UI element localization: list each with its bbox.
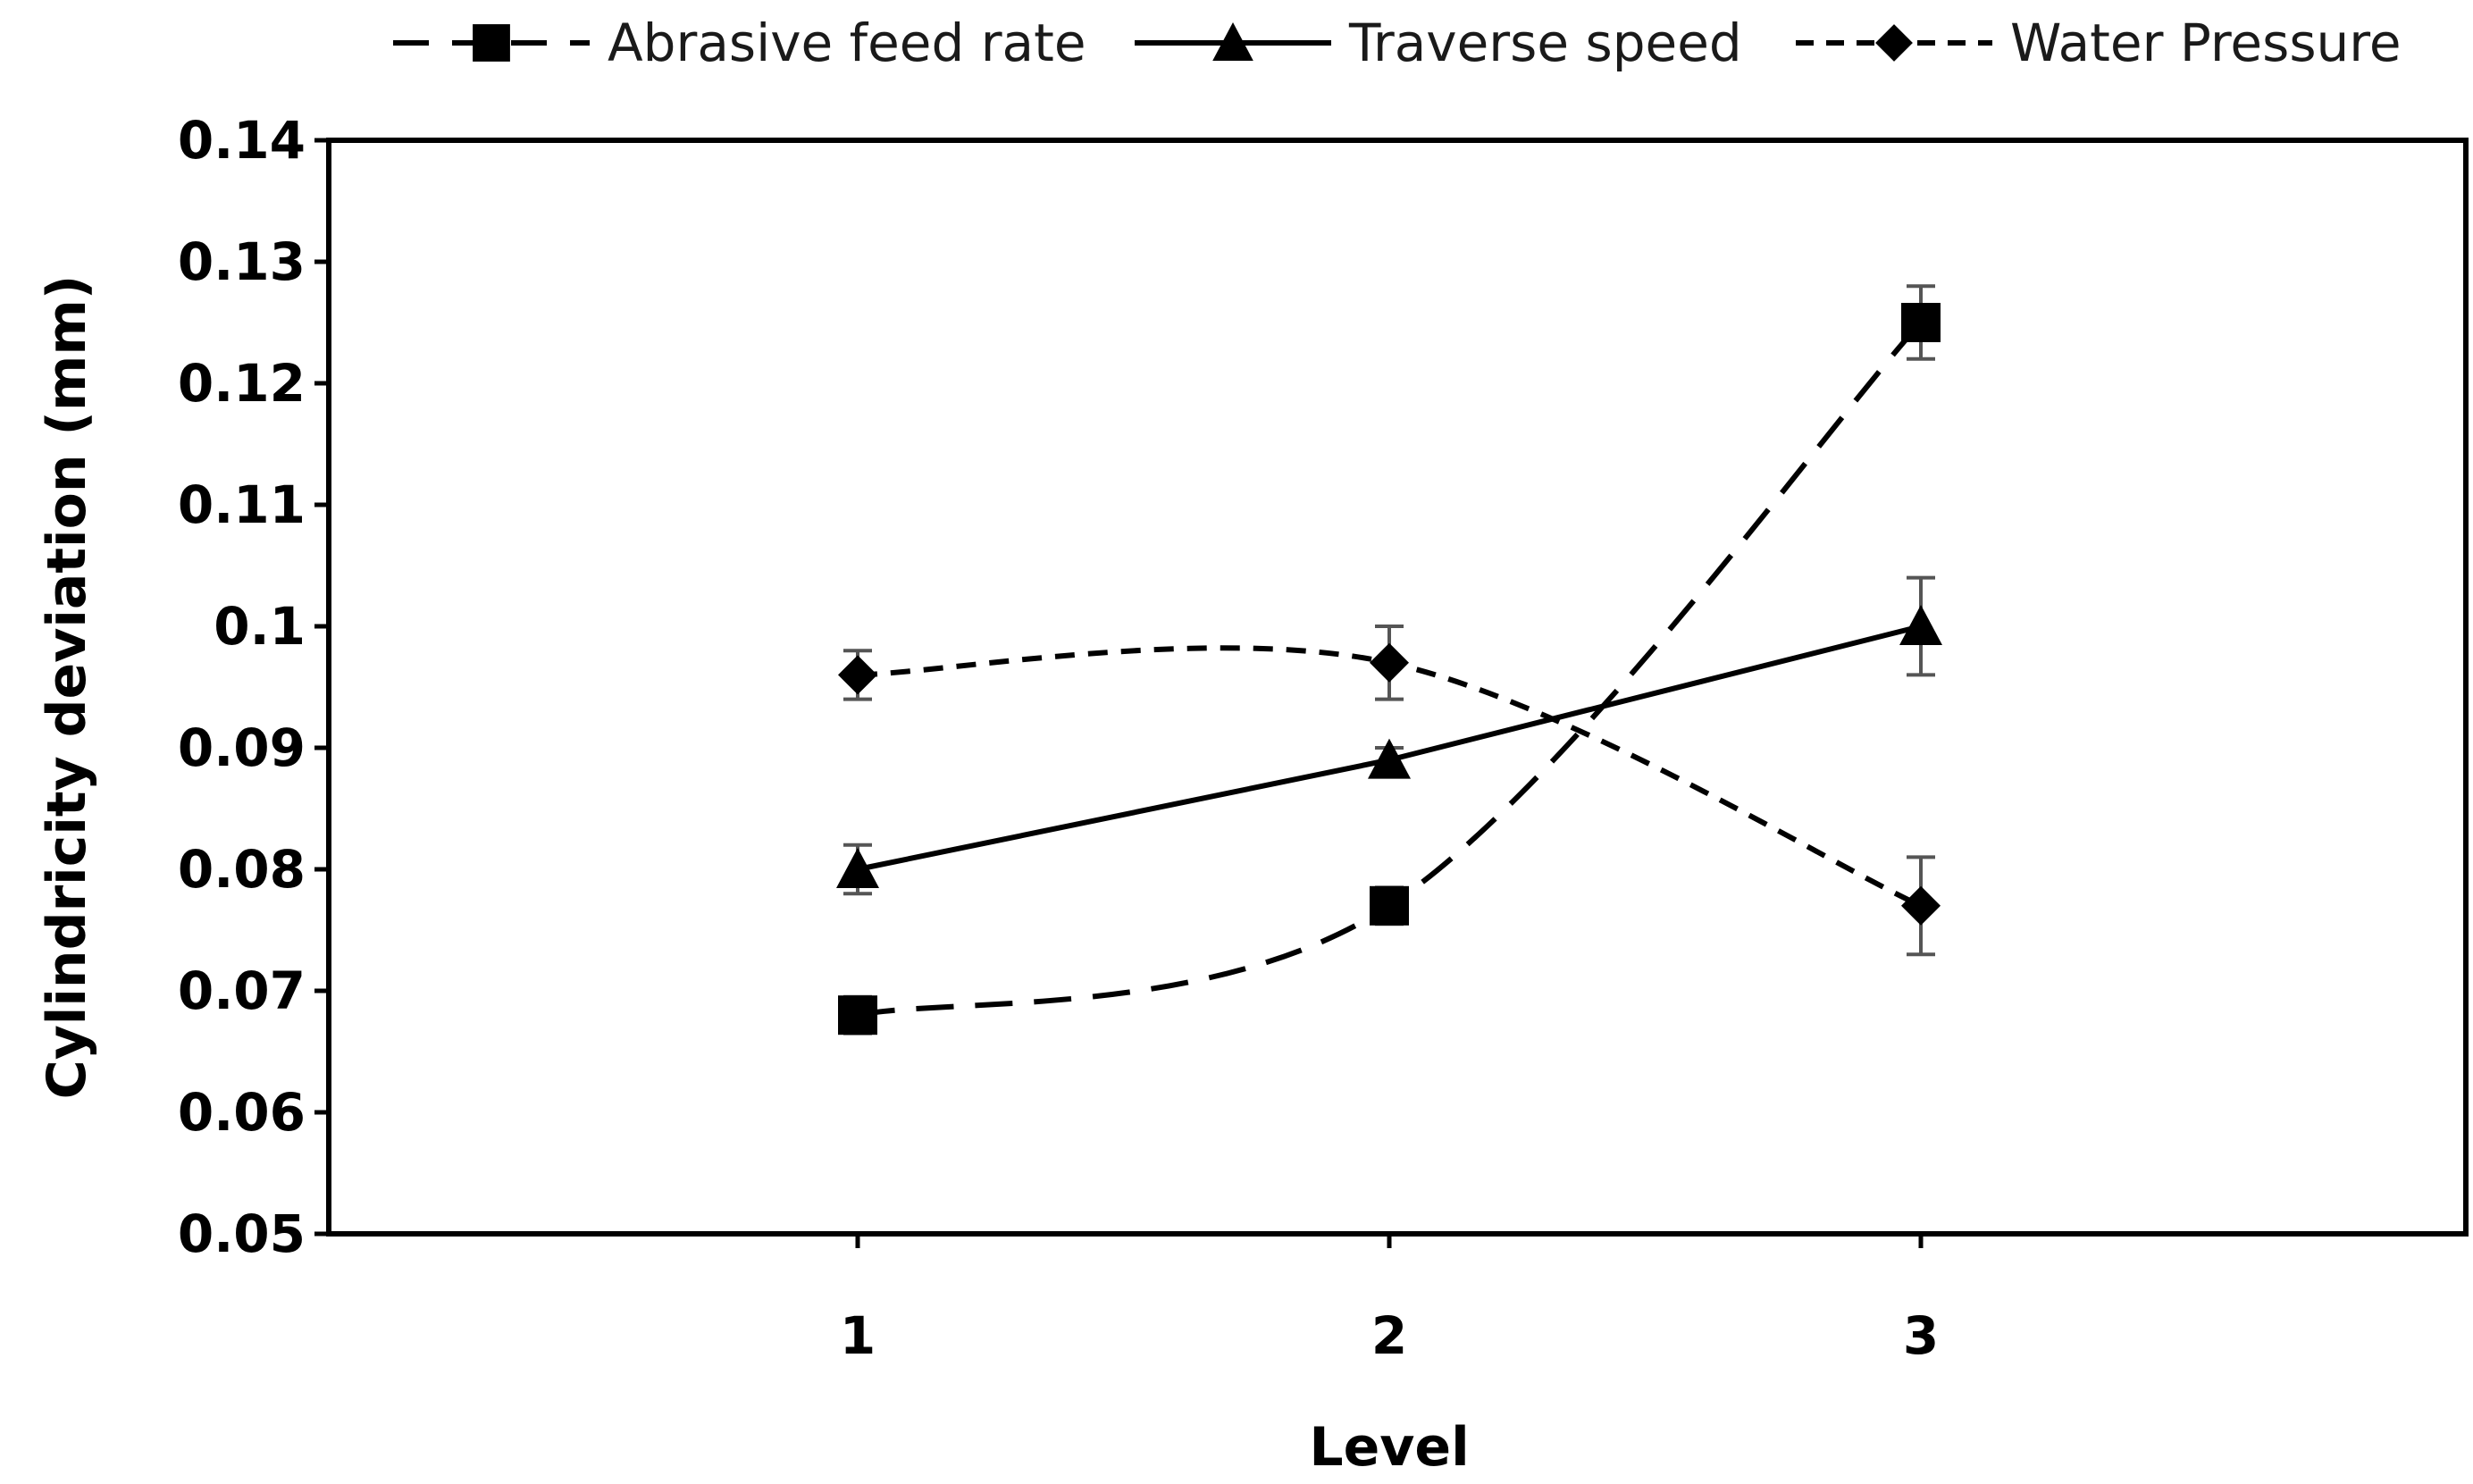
series-water-pressure [838,625,1941,957]
triangle-marker [1899,605,1942,645]
y-tick-label: 0.11 [178,474,306,535]
y-tick-label: 0.12 [178,353,306,414]
series-abrasive-feed-rate [838,284,1941,1035]
series-line [857,320,1924,1019]
x-tick-label: 3 [1903,1305,1939,1366]
legend-item: Abrasive feed rate [393,13,1086,73]
legend-label: Water Pressure [2010,13,2402,73]
triangle-marker [836,848,879,888]
x-axis-title: Level [1309,1416,1469,1479]
x-tick-label: 1 [840,1305,876,1366]
diamond-marker [1370,642,1409,683]
legend-item: Water Pressure [1796,13,2402,73]
diamond-marker [1875,24,1913,62]
y-axis-title: Cylindricity deviation (mm) [36,275,98,1100]
x-axis: 1 2 3 [840,1234,1939,1366]
y-tick-label: 0.07 [178,960,306,1021]
y-tick-label: 0.05 [178,1203,306,1264]
y-tick-label: 0.1 [214,596,306,657]
legend-label: Traverse speed [1348,13,1742,73]
plot-area-frame [326,138,2469,1237]
series-layer [836,284,1942,1035]
series-traverse-speed [836,575,1942,896]
y-tick-label: 0.08 [178,839,306,900]
diamond-marker [1901,885,1941,926]
legend-label: Abrasive feed rate [608,13,1086,73]
y-tick-label: 0.09 [178,717,306,778]
legend-item: Traverse speed [1135,13,1742,73]
triangle-marker [1212,22,1253,61]
x-tick-label: 2 [1371,1305,1407,1366]
y-tick-label: 0.13 [178,231,306,292]
square-marker [1370,885,1409,926]
legend: Abrasive feed rate Traverse speed Water Pr… [393,13,2402,73]
diamond-marker [838,655,877,695]
y-axis: 0.05 0.06 0.07 0.08 0.09 0.1 0.11 0.12 0.13 0.14 [178,110,329,1264]
y-tick-label: 0.06 [178,1082,306,1143]
y-tick-label: 0.14 [178,110,306,171]
square-marker [1901,303,1941,342]
square-marker [473,24,510,62]
square-marker [838,995,877,1035]
triangle-marker [1368,738,1411,779]
